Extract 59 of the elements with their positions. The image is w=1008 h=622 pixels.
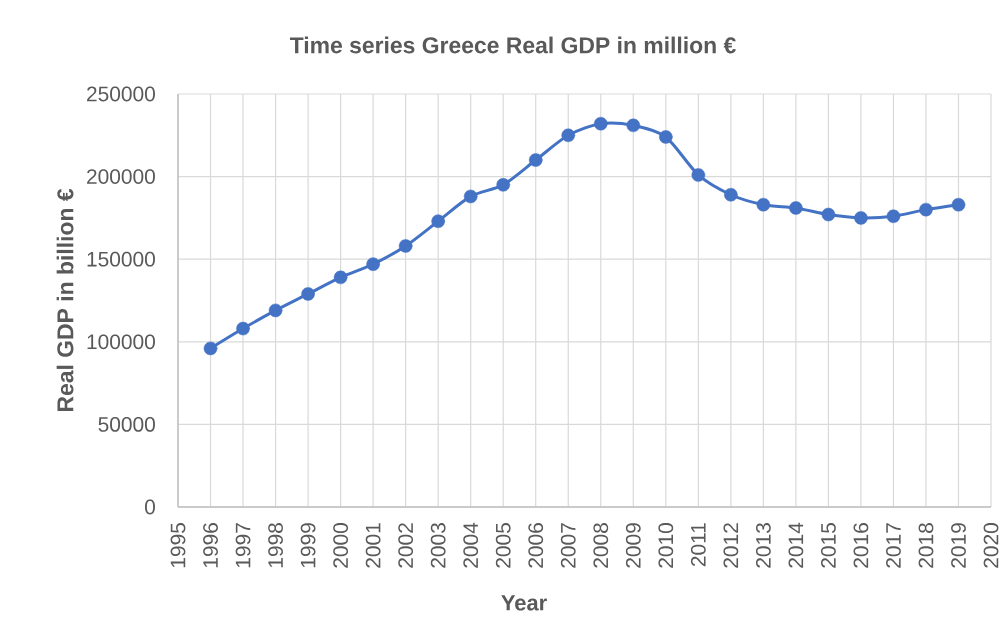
point bbox=[886, 209, 901, 223]
x-tick-label: 2020 bbox=[983, 523, 999, 568]
chart-title: Time series Greece Real GDP in million € bbox=[289, 36, 736, 54]
point bbox=[431, 214, 445, 228]
point bbox=[496, 178, 510, 192]
point bbox=[398, 239, 413, 253]
point bbox=[951, 197, 966, 212]
x-tick-label: 2004 bbox=[463, 522, 479, 568]
x-tick-label: 2007 bbox=[560, 523, 576, 568]
point bbox=[854, 211, 868, 225]
x-tick-label: 2010 bbox=[658, 523, 674, 568]
y-tick-label: 150000 bbox=[87, 251, 155, 267]
y-tick-label: 100000 bbox=[87, 334, 155, 350]
x-tick-label: 2001 bbox=[365, 523, 381, 568]
x-tick-label: 1995 bbox=[170, 523, 186, 568]
x-tick-label: 2019 bbox=[951, 523, 966, 568]
point bbox=[821, 207, 836, 222]
x-tick-label: 1997 bbox=[235, 523, 251, 568]
point bbox=[594, 116, 608, 131]
x-tick-label: 1998 bbox=[268, 523, 283, 568]
point bbox=[236, 321, 250, 336]
x-tick-label: 2005 bbox=[495, 523, 511, 568]
y-tick-label: 200000 bbox=[87, 169, 155, 184]
x-tick-label: 2015 bbox=[821, 523, 836, 568]
x-tick-label: 2006 bbox=[528, 523, 544, 568]
point bbox=[561, 128, 575, 143]
x-tick-label: 2014 bbox=[788, 522, 804, 568]
point bbox=[333, 270, 348, 285]
point bbox=[626, 118, 641, 133]
point bbox=[268, 303, 283, 318]
x-tick-label: 2003 bbox=[430, 523, 446, 568]
y-tick-label: 50000 bbox=[98, 416, 155, 432]
point bbox=[203, 341, 218, 356]
x-tick-label: 2012 bbox=[723, 523, 739, 568]
point bbox=[919, 202, 933, 217]
x-tick-label: 2009 bbox=[625, 523, 641, 568]
point bbox=[691, 168, 706, 182]
point bbox=[756, 197, 771, 212]
x-tick-label: 2008 bbox=[593, 523, 609, 568]
x-tick-label: 2000 bbox=[333, 523, 349, 568]
point bbox=[724, 188, 738, 202]
x-tick-label: 2017 bbox=[886, 523, 901, 568]
x-tick-label: 2013 bbox=[755, 523, 771, 568]
y-tick-label: 250000 bbox=[87, 86, 155, 102]
x-tick-label: 2002 bbox=[398, 523, 414, 568]
point bbox=[659, 130, 673, 144]
y-tick-label: 0 bbox=[144, 499, 155, 515]
point bbox=[366, 257, 380, 271]
x-tick-label: 2018 bbox=[918, 523, 934, 568]
y-axis-title: Real GDP in billion € bbox=[56, 188, 74, 411]
x-tick-label: 2016 bbox=[853, 523, 869, 568]
x-tick-label: 1996 bbox=[203, 523, 218, 568]
x-tick-label: 2011 bbox=[690, 523, 706, 567]
point bbox=[789, 201, 803, 215]
point bbox=[528, 153, 543, 167]
x-tick-label: 1999 bbox=[300, 523, 316, 568]
x-axis-title: Year bbox=[501, 595, 547, 611]
point bbox=[463, 189, 478, 204]
point bbox=[301, 287, 315, 301]
